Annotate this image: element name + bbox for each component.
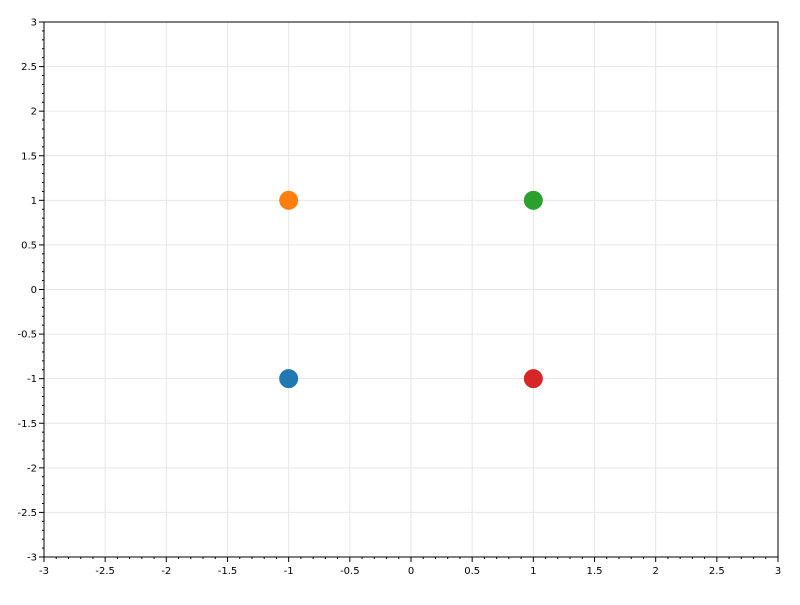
x-tick-label: 0.5: [464, 566, 480, 577]
x-tick-label: 2.5: [709, 566, 725, 577]
y-tick-label: 2: [31, 107, 37, 118]
y-tick-label: -0.5: [17, 330, 37, 341]
y-tick-label: 1.5: [21, 151, 37, 162]
x-tick-label: 1: [530, 566, 536, 577]
x-tick-label: 2: [652, 566, 658, 577]
x-tick-label: 1.5: [587, 566, 603, 577]
data-point: [523, 369, 543, 389]
y-tick-label: -1: [27, 374, 37, 385]
y-tick-label: 0.5: [21, 240, 37, 251]
x-tick-label: -0.5: [340, 566, 360, 577]
data-point: [279, 190, 299, 210]
data-point: [279, 369, 299, 389]
y-tick-label: 0: [31, 285, 37, 296]
y-tick-label: -3: [27, 553, 37, 564]
y-tick-label: 3: [31, 18, 37, 29]
x-tick-label: -2.5: [95, 566, 115, 577]
x-tick-label: -1.5: [218, 566, 238, 577]
y-tick-label: -2: [27, 463, 37, 474]
x-tick-label: 3: [775, 566, 781, 577]
x-tick-label: 0: [408, 566, 414, 577]
y-tick-label: -1.5: [17, 419, 37, 430]
y-tick-label: 1: [31, 196, 37, 207]
data-point: [523, 190, 543, 210]
y-tick-label: 2.5: [21, 62, 37, 73]
x-tick-label: -3: [39, 566, 49, 577]
y-tick-label: -2.5: [17, 508, 37, 519]
x-tick-label: -1: [284, 566, 294, 577]
x-tick-label: -2: [161, 566, 171, 577]
